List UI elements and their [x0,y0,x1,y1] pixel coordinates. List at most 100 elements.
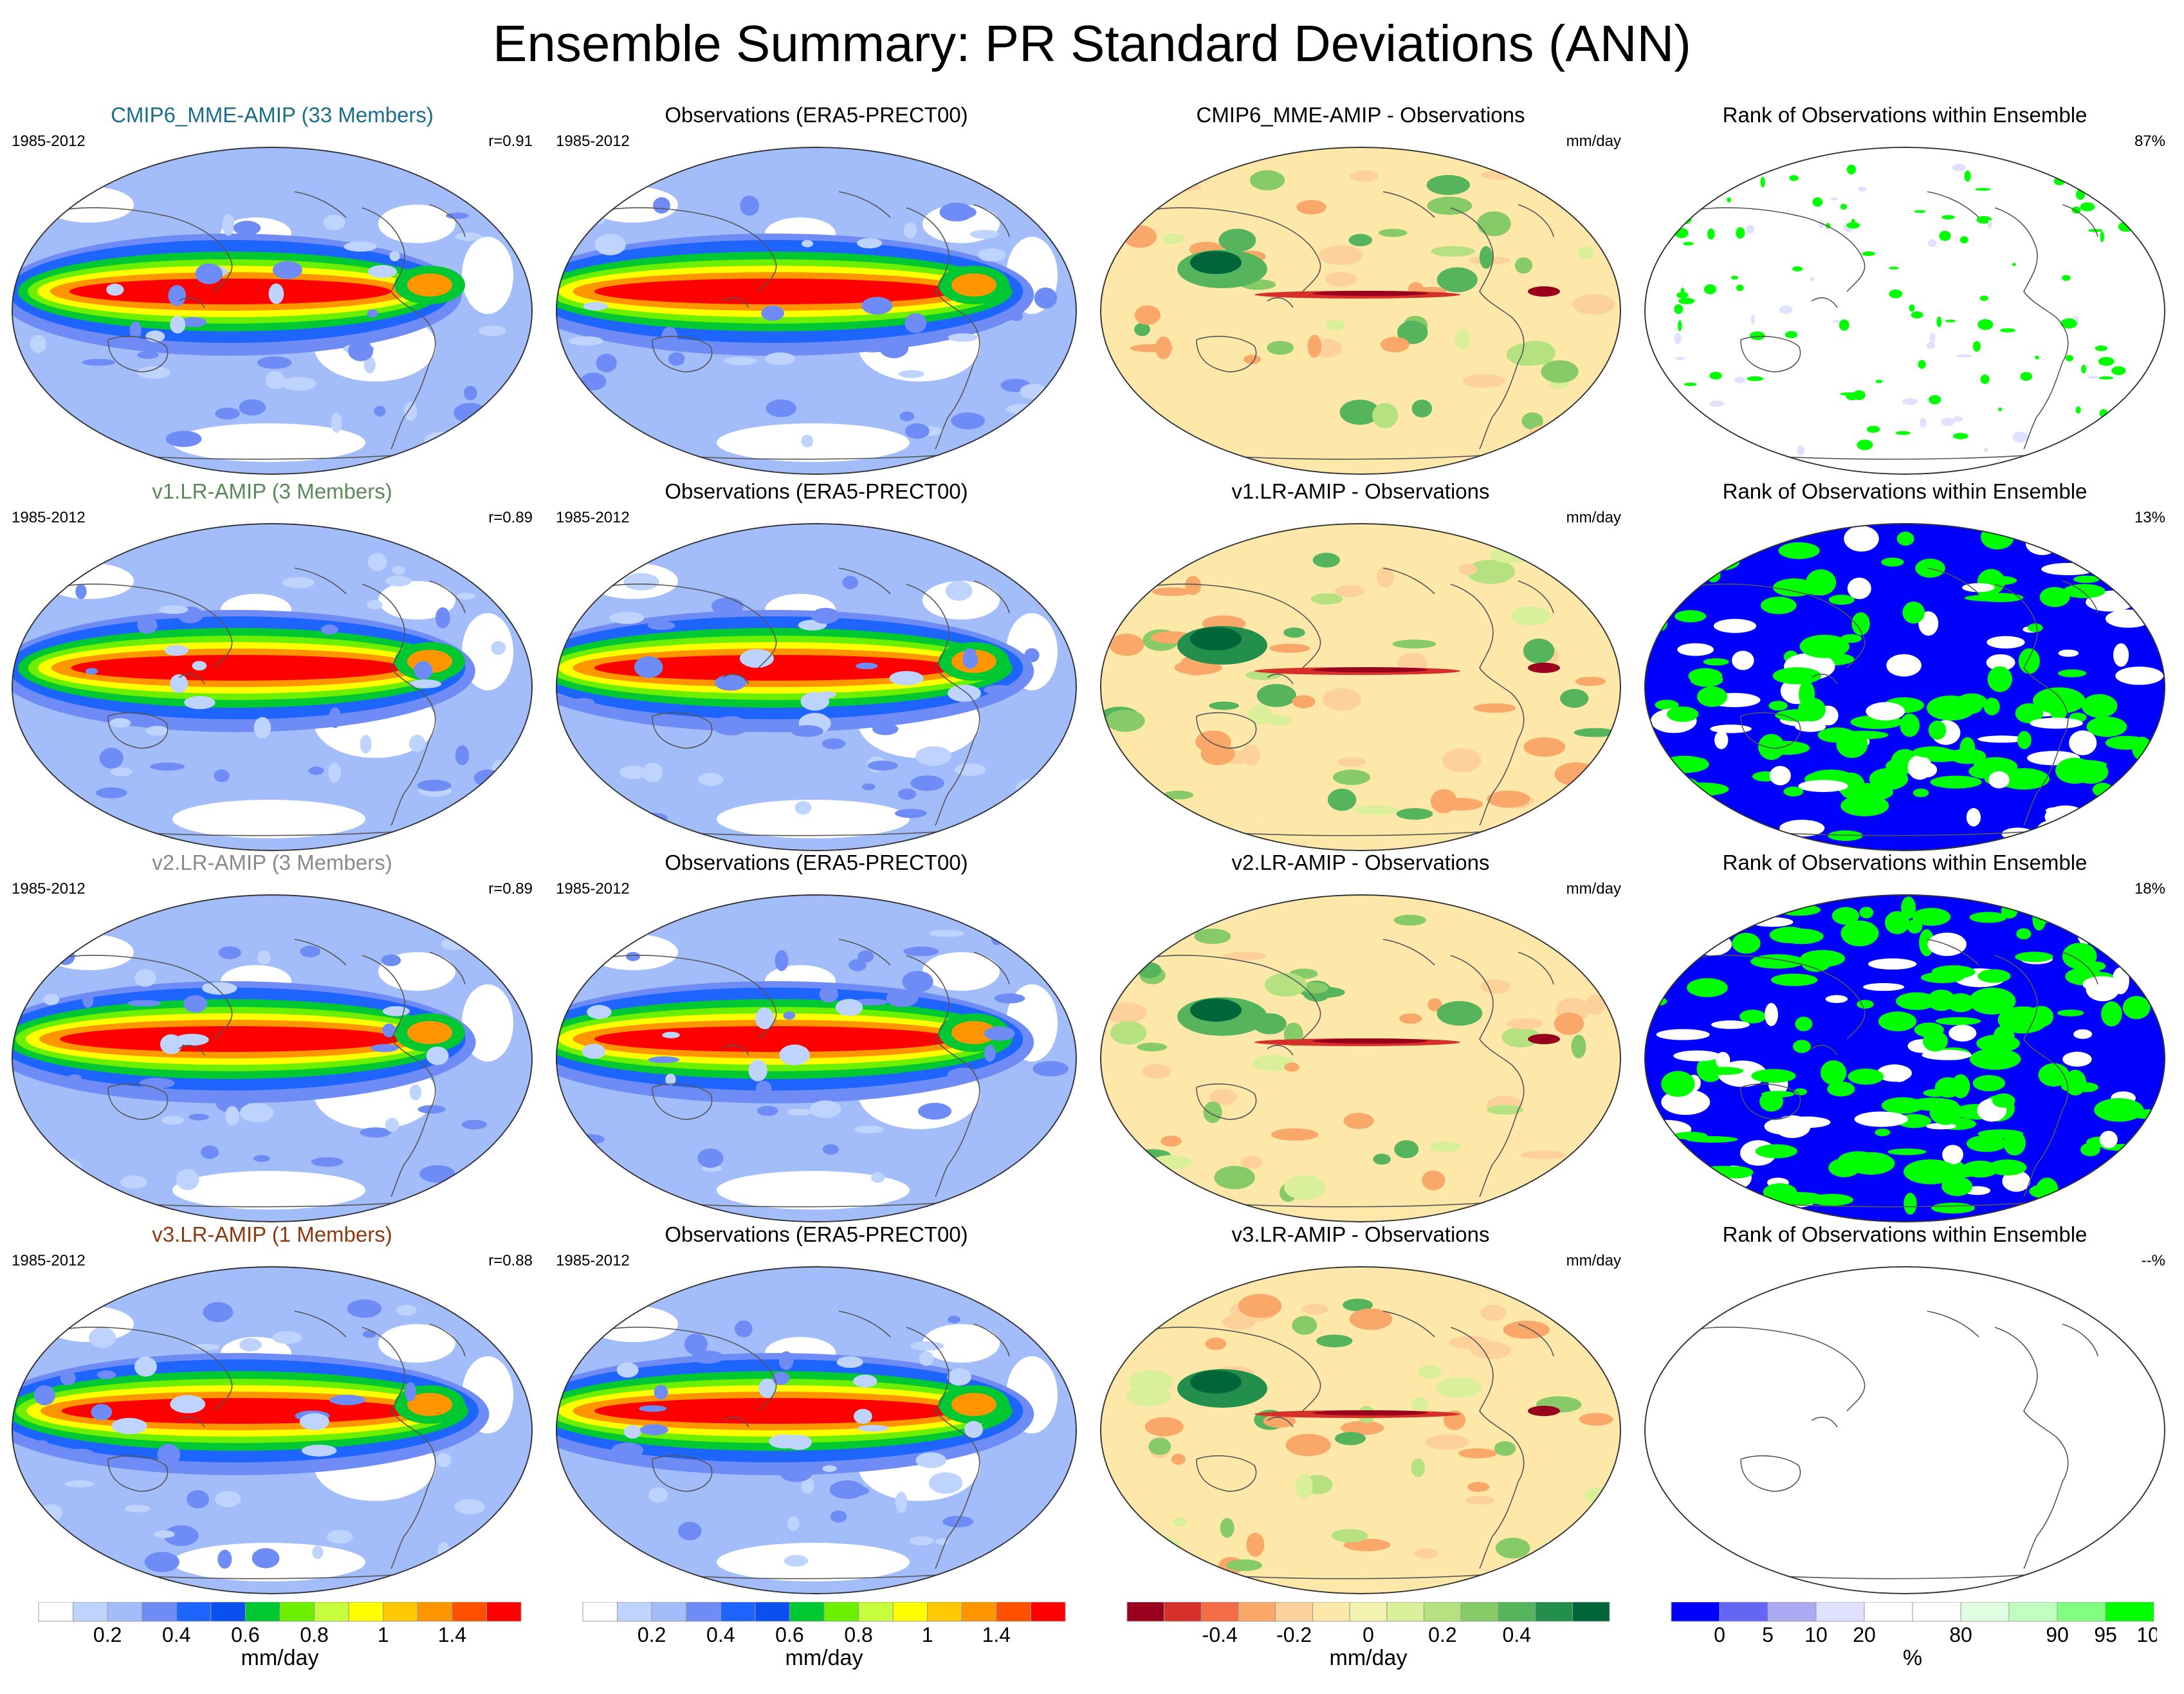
rank-pixel [2122,553,2153,574]
colorbar-tick-label: 0.2 [638,1623,666,1646]
rank-pixel [1708,822,1742,840]
dry-anomaly-atlantic [1528,286,1560,297]
background-field [1100,894,1621,1222]
rank-pixel [1840,203,1848,210]
anomaly-patch [1514,257,1533,274]
speckle [758,1378,776,1398]
speckle [780,1466,812,1482]
rank-pixel [1714,731,1729,750]
rank-pixel [1969,912,2007,923]
anomaly-patch [1249,170,1285,190]
speckle [454,403,487,423]
speckle [915,1452,947,1468]
speckle [96,1370,116,1379]
speckle [819,986,838,1003]
speckle [597,1078,615,1087]
anomaly-patch [1325,272,1357,287]
rank-pixel [1912,908,1951,926]
rank-pixel [1662,800,1677,808]
anomaly-patch [1108,1175,1141,1191]
speckle [587,1005,612,1019]
speckle [1007,179,1021,192]
rank-pixel [2111,366,2126,376]
anomaly-patch [1152,587,1192,596]
anomaly-patch [1327,788,1357,811]
colorbar-swatch [892,1602,928,1622]
rank-pixel [1956,354,1972,358]
speckle [301,1444,337,1457]
anomaly-patch [1574,950,1611,964]
rank-pixel [1685,832,1723,840]
rank-pixel [1689,540,1710,559]
rank-pixel [2081,694,2118,718]
colorbar-swatch [1349,1602,1388,1622]
coastline [1382,191,1435,218]
anomaly-patch [1152,1155,1192,1169]
rank-pixel [1844,801,1868,813]
rank-pixel [1945,319,1956,322]
speckle [491,641,506,655]
speckle [801,1477,814,1494]
anomaly-patch [1209,1089,1238,1105]
speckle [174,1033,209,1046]
rank-pixel [1736,284,1744,291]
anomaly-patch [1506,1018,1543,1029]
speckle [801,240,814,248]
colorbar-swatch [617,1602,652,1622]
speckle [787,1516,800,1531]
speckle [903,946,939,957]
anomaly-patch [1554,762,1598,786]
rank-pixel [2094,1098,2144,1122]
rank-pixel [2115,667,2163,685]
rank-pixel [1881,1097,1924,1114]
anomaly-patch [1319,245,1363,266]
rank-pixel [2099,1130,2118,1148]
speckle [634,656,663,678]
colorbar-tick-label: 1 [922,1623,933,1646]
dry-patch [44,563,134,599]
speckle [853,1408,872,1424]
speckle [836,1356,863,1368]
rank-pixel [1869,768,1909,790]
speckle [192,1343,219,1350]
rank-pixel [1987,666,2013,692]
colorbar-std_obs: 0.2 0.4 0.6 0.8 1 1.4 mm/day [580,1602,1069,1673]
rank-pixel [2076,924,2114,933]
speckle [88,1327,116,1349]
anomaly-patch [1326,319,1345,331]
speckle [714,674,747,691]
rank-pixel [1728,1199,1743,1211]
speckle [623,573,659,591]
anomaly-patch [1331,1529,1368,1543]
anomaly-patch [1473,703,1516,713]
speckle [454,1499,485,1514]
rank-pixel [1687,978,1728,997]
coastline [1450,207,1525,450]
coastline [1144,583,1321,668]
coastline [294,939,347,966]
speckle [665,1073,676,1085]
speckle [794,801,812,815]
rank-pixel [2069,730,2097,755]
rank-pixel [1966,807,1981,827]
rank-pixel [1858,186,1867,192]
speckle [159,605,188,614]
anomaly-patch [1157,182,1202,192]
colorbar-tick-label: 0.2 [1428,1623,1456,1646]
coastline [362,955,436,1197]
coastline [838,567,891,594]
anomaly-patch [1163,790,1194,800]
rank-pixel [2058,649,2079,657]
colorbar-swatch [348,1602,384,1622]
speckle [928,1472,963,1494]
coastline [56,583,233,668]
anomaly-patch [1264,973,1307,997]
map-panel-diff: CMIP6_MME-AMIP - Observations mm/day [1088,103,1633,476]
rank-pixel [2114,822,2160,835]
dry-patch [462,237,513,314]
rank-pixel [2061,275,2071,281]
rank-pixel [1930,775,1982,789]
speckle [904,423,930,439]
coastline [1689,1326,1866,1412]
rank-pixel [1941,215,1955,220]
